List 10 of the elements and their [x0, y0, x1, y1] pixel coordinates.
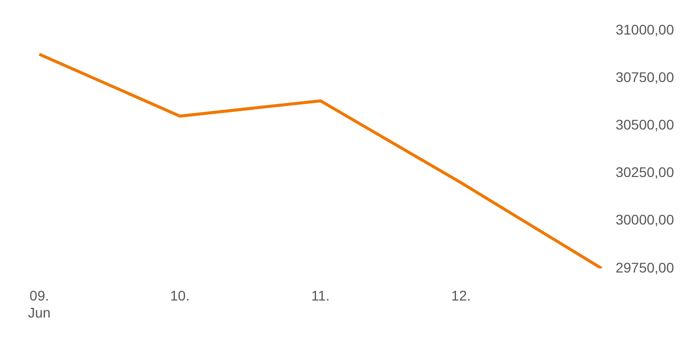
y-tick-label: 30500,00: [616, 116, 674, 132]
y-tick-label: 31000,00: [616, 21, 674, 38]
x-tick-label: 09. Jun: [28, 288, 51, 320]
x-tick-label: 12.: [451, 288, 471, 304]
y-tick-label: 30000,00: [616, 212, 674, 228]
x-tick-label: 11.: [311, 288, 330, 304]
y-tick-label: 29750,00: [616, 259, 674, 276]
y-tick-label: 30250,00: [616, 164, 674, 180]
y-tick-label: 30750,00: [616, 68, 674, 85]
x-tick-label: 10.: [170, 288, 190, 304]
